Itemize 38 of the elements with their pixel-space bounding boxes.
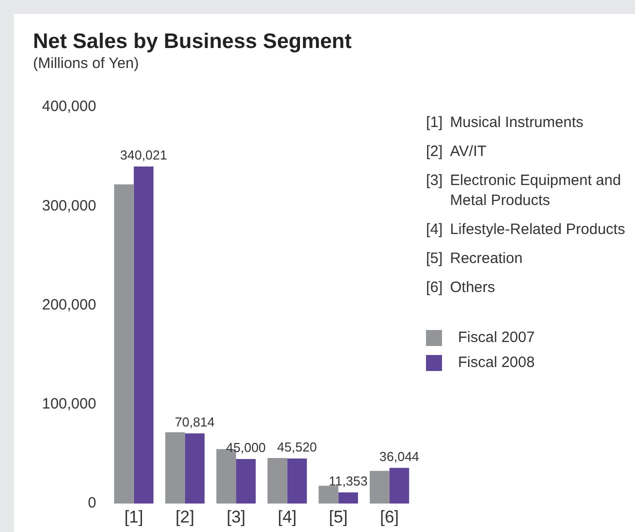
x-tick-label: [6] [380, 507, 399, 526]
x-tick-label: [3] [226, 507, 246, 526]
y-tick-label: 200,000 [42, 296, 96, 314]
text: [3] Electronic Equipment and Metal Products [426, 171, 622, 211]
bar [338, 492, 358, 504]
data-label: 45,520 [277, 440, 317, 455]
bar [370, 470, 390, 504]
chart-subtitle: (Millions of Yen) [33, 55, 139, 72]
x-tick-label: [2] [175, 507, 194, 526]
bar [134, 166, 154, 504]
bar [165, 432, 185, 504]
text: [4] Lifestyle-Related Products [426, 220, 626, 240]
data-label: 70,814 [174, 414, 215, 430]
text: [5] Recreation [426, 249, 523, 269]
data-label: 45,000 [226, 440, 266, 456]
text: [6] Others [426, 278, 496, 298]
bar [389, 468, 410, 504]
bar [114, 184, 134, 504]
legend-label: Fiscal 2007 [458, 329, 535, 346]
bar [267, 458, 288, 504]
text: [1] Musical Instruments [426, 113, 584, 133]
legend-label: Fiscal 2008 [458, 354, 535, 371]
y-tick-label: 100,000 [42, 396, 96, 413]
bar [287, 458, 307, 504]
bar [318, 486, 338, 504]
x-tick-label: [4] [278, 507, 297, 526]
bar [184, 433, 205, 504]
x-tick-label: [5] [328, 507, 348, 526]
data-label: 11,353 [328, 473, 368, 488]
y-tick-label: 0 [88, 494, 96, 512]
y-tick-label: 300,000 [42, 197, 96, 214]
x-tick-label: [1] [124, 507, 144, 526]
data-label: 36,044 [379, 448, 420, 464]
text: [2] AV/IT [426, 142, 486, 162]
chart-title: Net Sales by Business Segment [33, 30, 352, 54]
data-label: 340,021 [120, 148, 168, 163]
bar [236, 458, 256, 504]
y-tick-label: 400,000 [42, 98, 96, 116]
